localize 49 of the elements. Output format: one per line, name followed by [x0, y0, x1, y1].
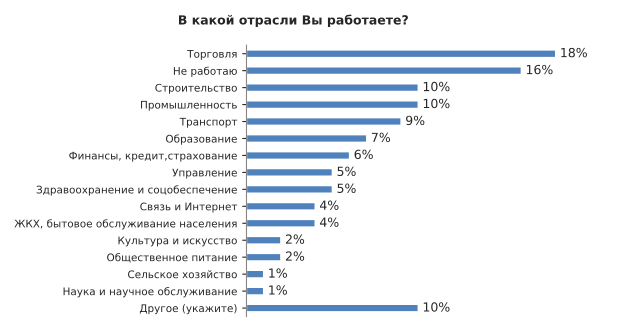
bar [246, 270, 264, 279]
bar [246, 168, 334, 177]
y-tick-label: Управление [172, 168, 237, 179]
y-tick-label: Торговля [187, 50, 237, 60]
y-tick-label: Транспорт [180, 118, 238, 128]
y-tick-label: Культура и искусство [118, 236, 237, 246]
chart-title: В какой отрасли Вы работаете? [178, 14, 408, 28]
bar [246, 184, 334, 194]
y-tick-label: Не работаю [174, 66, 237, 77]
data-label: 9% [406, 116, 424, 126]
y-tick-label: Наука и научное обслуживание [64, 287, 237, 298]
data-label: 18% [561, 48, 587, 58]
data-label: 4% [320, 217, 338, 227]
data-label: 7% [372, 132, 390, 142]
y-tick-label: Другое (укажите) [140, 304, 237, 314]
data-label: 2% [286, 251, 304, 261]
y-tick-label: Здравоохранение и соцобеспечение [36, 185, 237, 196]
y-tick-label: Образование [166, 134, 237, 145]
bar [246, 83, 419, 92]
data-label: 4% [320, 200, 338, 210]
bar [246, 252, 282, 262]
data-label: 2% [286, 234, 304, 244]
data-label: 5% [338, 166, 356, 176]
data-label: 16% [526, 64, 553, 74]
y-tick-label: Сельское хозяйство [128, 270, 237, 278]
bar [246, 202, 316, 211]
bar [246, 117, 402, 126]
bar [246, 286, 264, 296]
data-label: 5% [338, 184, 356, 193]
bar [246, 66, 522, 76]
data-label: 10% [424, 82, 450, 92]
y-tick-label: ЖКХ, бытовое обслуживание населения [14, 219, 237, 230]
data-label: 1% [269, 285, 287, 295]
bar [246, 218, 316, 228]
y-tick-label: Промышленность [141, 100, 237, 111]
y-tick-label: Строительство [155, 84, 237, 94]
bar [246, 304, 419, 313]
data-label: 6% [354, 150, 373, 160]
bar [246, 100, 419, 110]
data-label: 10% [424, 302, 450, 312]
y-tick-label: Общественное питание [107, 253, 237, 263]
data-label: 1% [269, 268, 287, 278]
y-tick-label: Финансы, кредит,страхование [69, 152, 237, 162]
bar [246, 49, 556, 58]
bar [246, 134, 368, 143]
bar [246, 236, 282, 245]
bar [246, 150, 350, 160]
data-label: 10% [424, 98, 450, 108]
y-tick-label: Связь и Интернет [140, 202, 238, 212]
